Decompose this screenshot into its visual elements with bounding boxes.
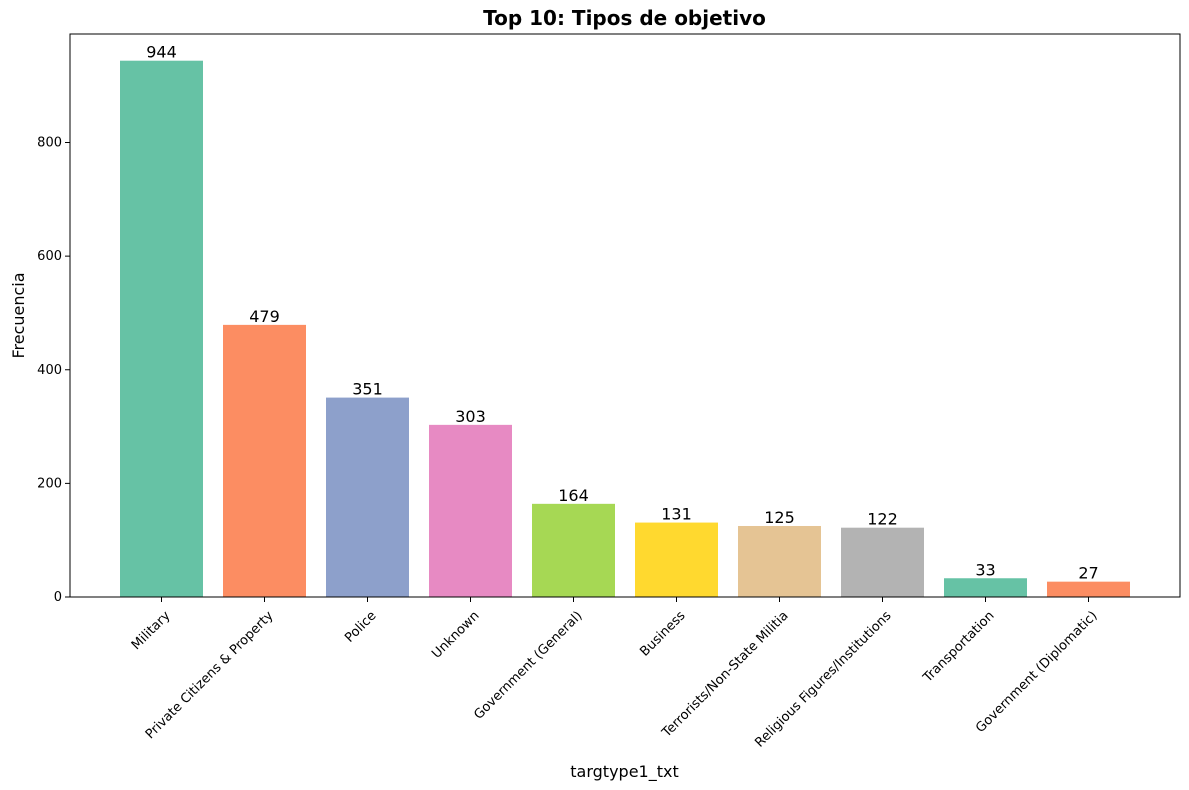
bar: [223, 324, 306, 597]
bars-group: [120, 60, 1130, 598]
data-label: 303: [455, 407, 486, 426]
data-label: 122: [867, 510, 898, 529]
bar: [326, 397, 409, 597]
bar: [841, 527, 924, 597]
x-axis-label: targtype1_txt: [570, 762, 678, 782]
x-tick-label: Police: [342, 608, 379, 645]
data-label: 27: [1078, 564, 1098, 583]
y-tick-label: 200: [37, 476, 62, 491]
x-tick-label: Military: [129, 608, 174, 653]
plot-frame: [69, 33, 1181, 598]
y-tick-label: 800: [37, 136, 62, 151]
bar: [532, 503, 615, 597]
data-label: 164: [558, 486, 589, 505]
y-tick-label: 600: [37, 249, 62, 264]
x-tick-label: Government (General): [471, 608, 585, 722]
y-axis-label: Frecuencia: [9, 272, 28, 358]
data-label: 351: [352, 380, 383, 399]
data-label: 131: [661, 505, 692, 524]
bar: [429, 424, 512, 597]
bar: [1047, 581, 1130, 597]
bar: [944, 578, 1027, 597]
x-tick-label: Government (Diplomatic): [973, 608, 1100, 735]
y-axis: 0 200 400 600 800: [37, 136, 70, 605]
bar: [635, 522, 718, 597]
data-label: 479: [249, 307, 280, 326]
x-tick-label: Transportation: [920, 608, 998, 686]
bar-labels-group: 944 479 351 303 164 131 125 122 33 27: [146, 43, 1098, 583]
bar: [738, 525, 821, 597]
x-tick-label: Unknown: [429, 608, 482, 661]
data-label: 125: [764, 508, 795, 527]
y-tick-label: 400: [37, 363, 62, 378]
chart-title: Top 10: Tipos de objetivo: [483, 6, 766, 30]
data-label: 944: [146, 43, 177, 62]
x-tick-label: Business: [637, 608, 688, 659]
data-label: 33: [975, 560, 995, 579]
bar: [120, 60, 203, 598]
y-tick-label: 0: [54, 590, 62, 605]
